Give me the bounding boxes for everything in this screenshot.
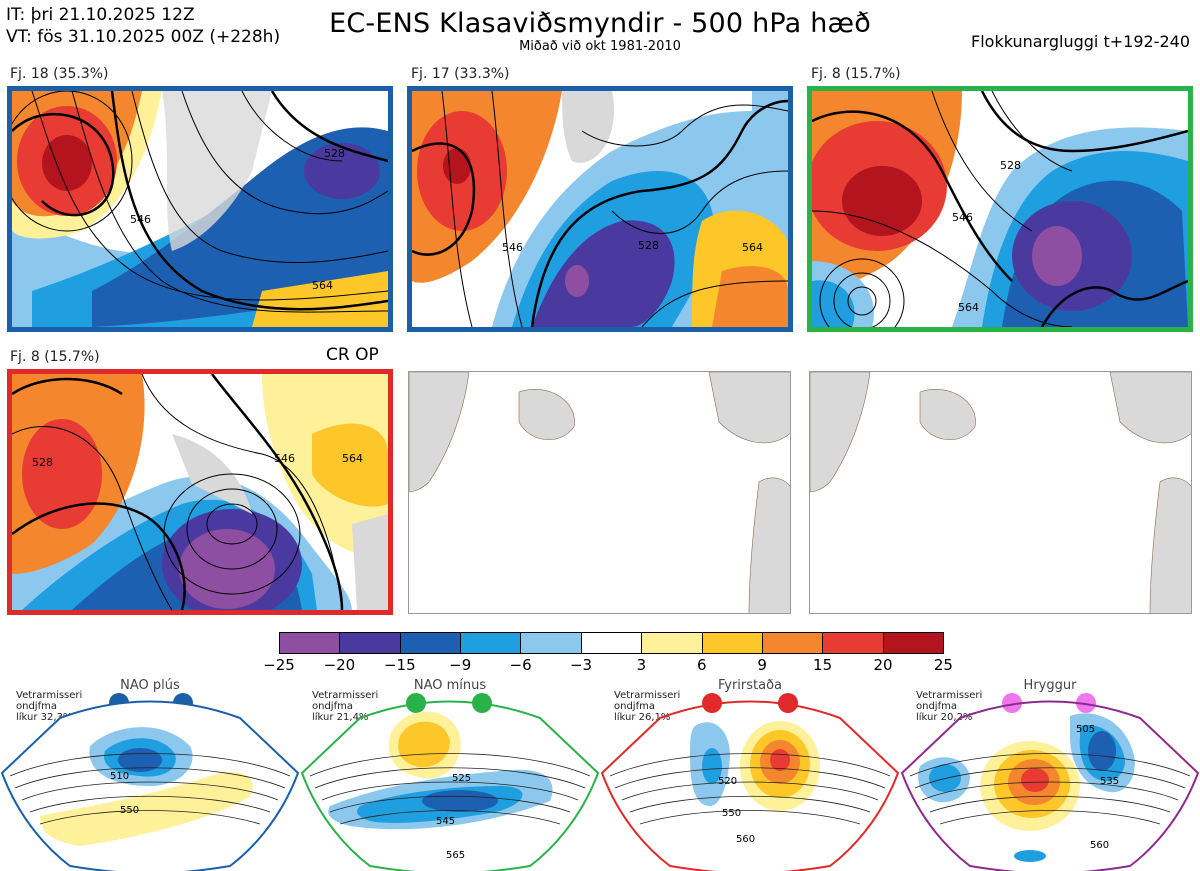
regime-info: Vetrarmisseri ondjfma líkur 32,3% <box>16 690 82 723</box>
regime-marker <box>1076 693 1096 713</box>
page-subtitle: Miðað við okt 1981-2010 <box>519 39 681 54</box>
panel-2-label: Fj. 17 (33.3%) <box>411 66 510 82</box>
contour-label: 510 <box>110 771 129 782</box>
empty-map-6[interactable] <box>809 371 1192 614</box>
colorbar-swatch <box>521 633 582 653</box>
regime-title: Fyrirstaða <box>717 678 783 693</box>
colorbar-swatch <box>400 633 462 653</box>
regime-info: Vetrarmisseri ondjfma líkur 26,1% <box>614 690 680 723</box>
colorbar-tick: 20 <box>873 656 893 674</box>
regime-marker <box>702 693 722 713</box>
regime-info-line: Vetrarmisseri <box>312 690 379 701</box>
panel-4-label: Fj. 8 (15.7%) <box>10 349 100 365</box>
colorbar-ticks: −25 −20 −15 −9 −6 −3 3 6 9 15 20 25 <box>263 656 953 676</box>
contour-label: 546 <box>502 241 523 254</box>
panel-3-label: Fj. 8 (15.7%) <box>811 66 901 82</box>
regime-info-line: líkur 20,2% <box>916 712 973 723</box>
colorbar-swatch <box>762 633 824 653</box>
contour-label: 546 <box>952 211 973 224</box>
contour-label: 550 <box>120 805 139 816</box>
colorbar-swatch <box>883 633 943 653</box>
issue-time: IT: þri 21.10.2025 12Z <box>6 5 195 25</box>
contour-label: 560 <box>736 834 755 845</box>
colorbar-tick: 6 <box>697 656 707 674</box>
colorbar-tick: −3 <box>569 656 593 674</box>
colorbar-tick: −6 <box>509 656 532 674</box>
panel-1-label: Fj. 18 (35.3%) <box>10 66 109 82</box>
regime-nao-plus[interactable]: NAO plús Vetrarmisseri ondjfma líkur 32,… <box>0 676 300 871</box>
contour-label: 520 <box>718 776 737 787</box>
colorbar-swatch <box>702 633 763 653</box>
cluster-map-2[interactable]: 546 528 564 <box>407 86 793 332</box>
regime-info-line: ondjfma <box>916 701 957 712</box>
contour-label: 528 <box>1000 159 1021 172</box>
regime-ridge[interactable]: Hryggur Vetrarmisseri ondjfma líkur 20,2… <box>900 676 1200 871</box>
regime-info-line: líkur 32,3% <box>16 712 73 723</box>
regime-nao-minus[interactable]: NAO mínus Vetrarmisseri ondjfma líkur 21… <box>300 676 600 871</box>
colorbar-swatch <box>581 633 643 653</box>
colorbar-tick: 3 <box>636 656 647 674</box>
regime-title: Hryggur <box>1023 678 1077 693</box>
regime-info-line: Vetrarmisseri <box>16 690 83 701</box>
regime-info-line: ondjfma <box>16 701 57 712</box>
contour-label: 564 <box>342 452 363 465</box>
colorbar-tick: −9 <box>449 656 472 674</box>
header-times: IT: þri 21.10.2025 12Z VT: fös 31.10.202… <box>6 4 280 48</box>
contour-label: 546 <box>130 213 151 226</box>
contour-label: 528 <box>638 239 659 252</box>
regime-title: NAO mínus <box>413 678 487 693</box>
colorbar-swatch <box>642 633 703 653</box>
classification-window: Flokkunargluggi t+192-240 <box>971 32 1190 51</box>
colorbar-swatch <box>461 633 522 653</box>
contour-label: 560 <box>1090 840 1109 851</box>
contour-label: 528 <box>324 147 345 160</box>
contour-label: 564 <box>958 301 979 314</box>
regime-info-line: ondjfma <box>614 701 655 712</box>
regime-info-line: Vetrarmisseri <box>916 690 983 701</box>
regime-blocking[interactable]: Fyrirstaða Vetrarmisseri ondjfma líkur 2… <box>600 676 900 871</box>
empty-map-5[interactable] <box>408 371 791 614</box>
colorbar-tick: 9 <box>757 656 767 674</box>
cluster-map-4[interactable]: 528 546 564 <box>7 369 393 615</box>
colorbar-tick: 15 <box>813 656 833 674</box>
contour-label: 550 <box>722 808 741 819</box>
regime-marker <box>1002 693 1022 713</box>
regime-info-line: ondjfma <box>312 701 353 712</box>
colorbar-swatch <box>823 633 884 653</box>
contour-label: 528 <box>32 456 53 469</box>
colorbar-swatch <box>340 633 401 653</box>
colorbar-tick: −20 <box>323 656 356 674</box>
regime-info-line: líkur 21,4% <box>312 712 369 723</box>
control-run-label: CR OP <box>326 345 379 365</box>
contour-label: 564 <box>742 241 763 254</box>
contour-label: 546 <box>274 452 295 465</box>
colorbar-tick: −25 <box>263 656 295 674</box>
colorbar-tick: −15 <box>383 656 416 674</box>
regime-info-line: líkur 26,1% <box>614 712 671 723</box>
contour-label: 564 <box>312 279 333 292</box>
colorbar-swatch <box>280 633 341 653</box>
colorbar-tick: 25 <box>933 656 953 674</box>
colorbar <box>279 632 944 654</box>
cluster-map-3[interactable]: 546 528 564 <box>807 86 1193 332</box>
contour-label: 535 <box>1100 776 1119 787</box>
regime-info: Vetrarmisseri ondjfma líkur 21,4% <box>312 690 378 723</box>
contour-label: 525 <box>452 773 471 784</box>
regime-title: NAO plús <box>120 678 180 693</box>
contour-label: 565 <box>446 850 465 861</box>
contour-label: 505 <box>1076 724 1095 735</box>
regime-info-line: Vetrarmisseri <box>614 690 681 701</box>
regime-marker <box>778 693 798 713</box>
valid-time: VT: fös 31.10.2025 00Z (+228h) <box>6 27 281 47</box>
regime-info: Vetrarmisseri ondjfma líkur 20,2% <box>916 690 982 723</box>
page-title: EC-ENS Klasaviðsmyndir - 500 hPa hæð <box>329 8 871 39</box>
cluster-map-1[interactable]: 546 564 528 <box>7 86 393 332</box>
contour-label: 545 <box>436 816 455 827</box>
